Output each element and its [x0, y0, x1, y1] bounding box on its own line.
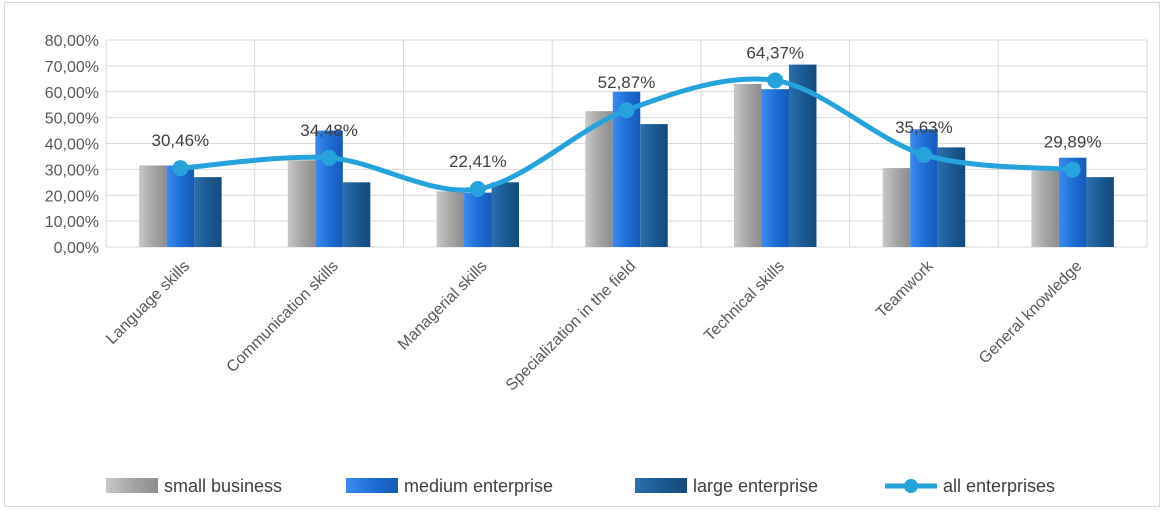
- y-tick-label: 60,00%: [45, 85, 99, 102]
- y-axis-ticks: 0,00% 10,00% 20,00% 30,00% 40,00% 50,00% 60,00…: [45, 33, 99, 257]
- data-label: 34,48%: [300, 121, 358, 140]
- bar: [761, 89, 789, 247]
- data-label: 52,87%: [598, 73, 656, 92]
- legend-label: medium enterprise: [404, 476, 553, 496]
- bar: [464, 192, 492, 247]
- y-tick-label: 20,00%: [45, 188, 99, 205]
- legend-label: all enterprises: [943, 476, 1055, 496]
- line-point: [618, 102, 635, 119]
- bar: [1031, 170, 1059, 247]
- chart-svg: 0,00% 10,00% 20,00% 30,00% 40,00% 50,00% 60,00…: [45, 33, 1148, 496]
- x-category-label: General knowledge: [976, 258, 1086, 368]
- line-point: [172, 160, 189, 177]
- legend-swatch: [635, 478, 687, 493]
- y-tick-label: 10,00%: [45, 214, 99, 231]
- bar: [342, 182, 371, 247]
- bar: [585, 111, 613, 247]
- legend-label: large enterprise: [693, 476, 818, 496]
- bar: [194, 177, 222, 247]
- x-axis-categories: Language skills Communication skills Manag…: [103, 257, 1085, 394]
- line-point: [767, 72, 784, 89]
- x-category-label: Communication skills: [224, 258, 342, 376]
- line-point: [915, 146, 932, 163]
- bar: [315, 130, 343, 247]
- x-category-label: Specialization in the field: [503, 258, 640, 395]
- x-category-label: Technical skills: [701, 258, 788, 345]
- data-labels-layer: 30,46% 34,48% 22,41% 52,87% 64,37% 35,63% 29,8…: [152, 43, 1102, 171]
- data-label: 64,37%: [746, 43, 804, 62]
- data-label: 22,41%: [449, 152, 507, 171]
- legend-swatch: [346, 478, 398, 493]
- data-label: 30,46%: [152, 131, 210, 150]
- line-point: [321, 149, 338, 166]
- y-tick-label: 80,00%: [45, 33, 99, 50]
- bar: [1086, 177, 1114, 247]
- line-point: [469, 181, 486, 198]
- legend-swatch-marker: [904, 479, 918, 493]
- bar: [436, 191, 465, 247]
- bar: [640, 124, 668, 247]
- x-category-label: Teamwork: [873, 257, 937, 321]
- chart-frame: 0,00% 10,00% 20,00% 30,00% 40,00% 50,00% 60,00…: [4, 2, 1160, 507]
- legend-label: small business: [164, 476, 282, 496]
- x-category-label: Language skills: [103, 258, 193, 348]
- bar: [882, 168, 911, 247]
- y-tick-label: 70,00%: [45, 59, 99, 76]
- line-point: [1064, 161, 1081, 178]
- legend-swatch: [106, 478, 158, 493]
- bar: [491, 182, 520, 247]
- bar: [139, 165, 167, 247]
- data-label: 29,89%: [1044, 133, 1102, 152]
- x-category-label: Managerial skills: [395, 258, 491, 354]
- y-tick-label: 50,00%: [45, 111, 99, 128]
- bar: [287, 160, 316, 247]
- line-layer: [172, 72, 1081, 198]
- data-label: 35,63%: [895, 118, 953, 137]
- y-tick-label: 30,00%: [45, 162, 99, 179]
- y-tick-label: 40,00%: [45, 137, 99, 154]
- bar: [166, 165, 195, 247]
- y-tick-label: 0,00%: [54, 240, 99, 257]
- bar: [733, 83, 762, 247]
- legend: small business medium enterprise large ent…: [106, 476, 1055, 496]
